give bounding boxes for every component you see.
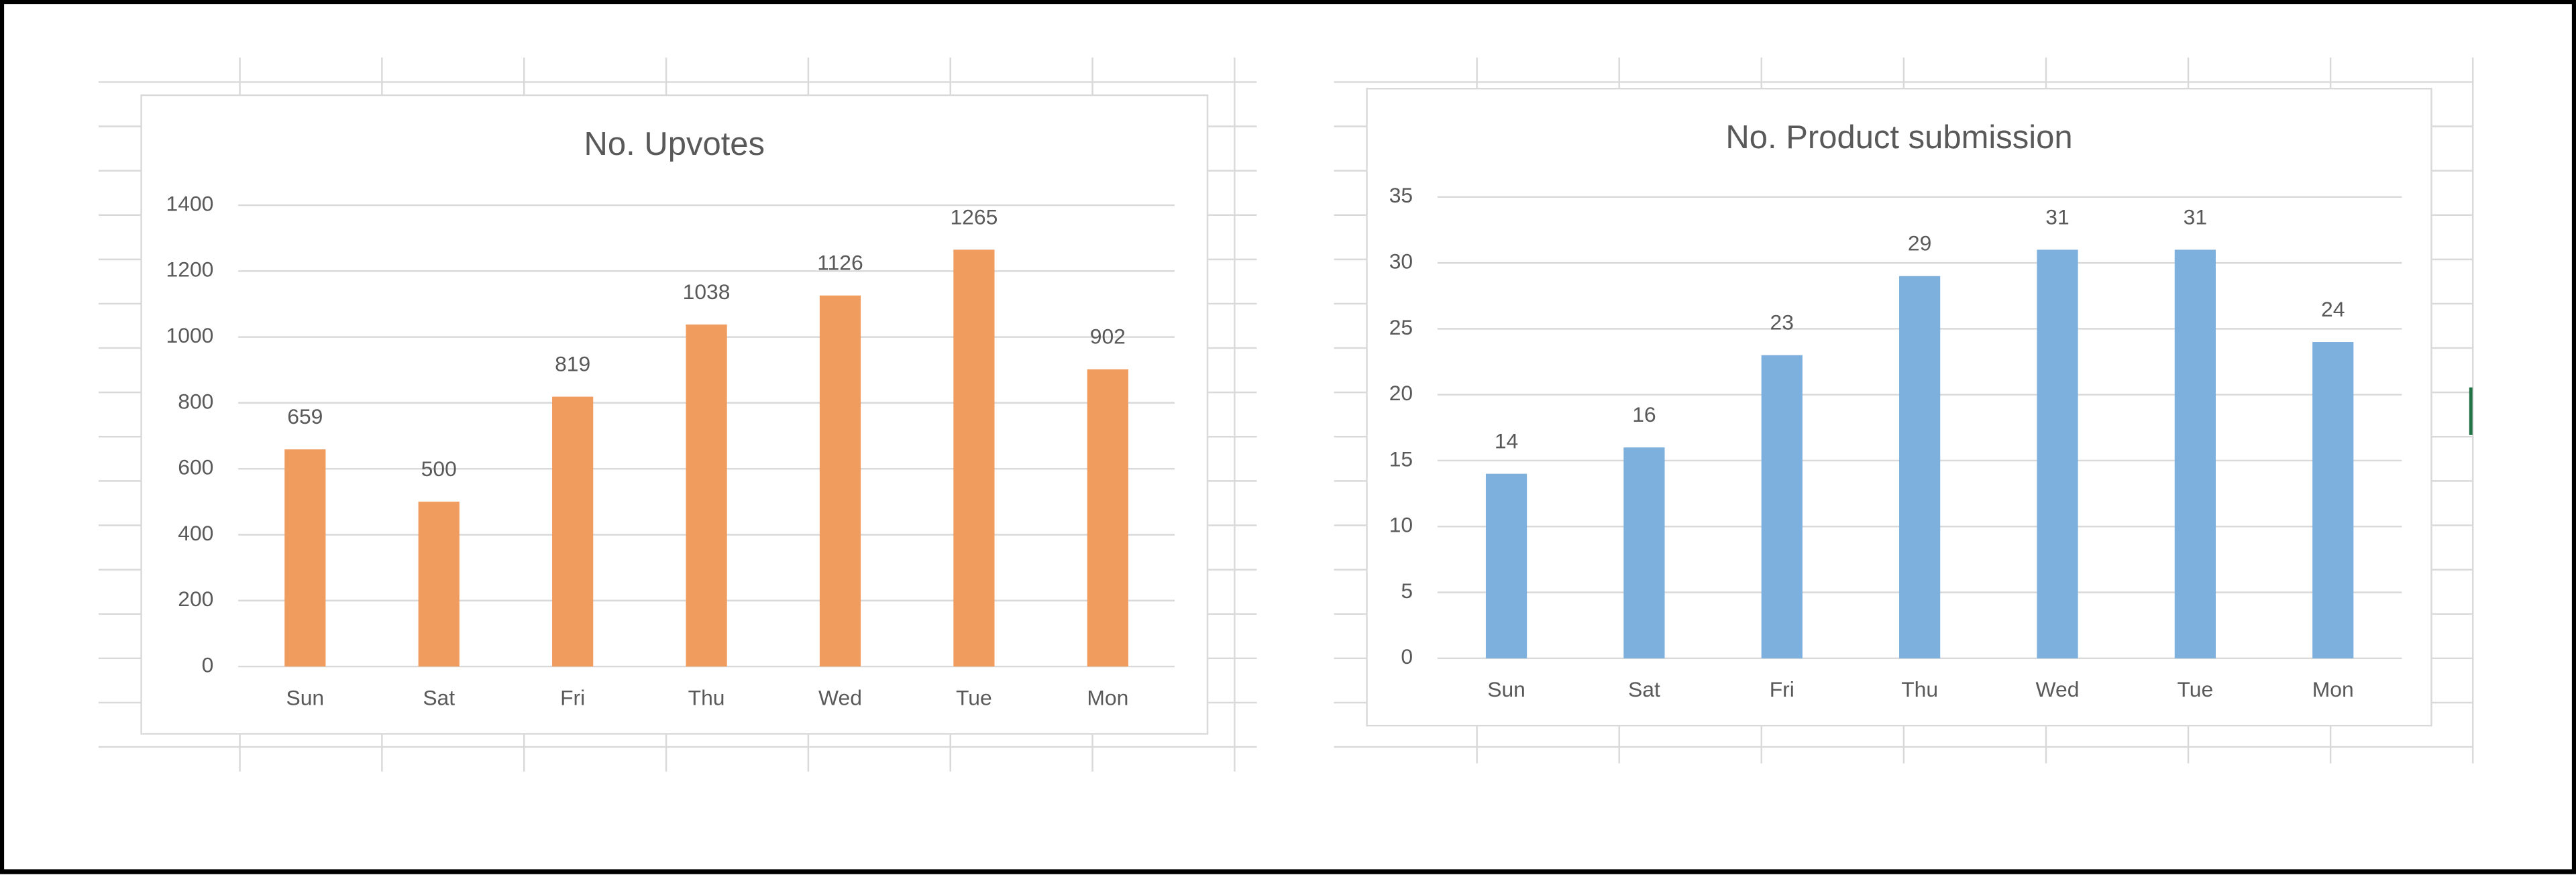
- x-tick-label: Fri: [1770, 677, 1794, 701]
- y-tick-label: 1400: [166, 191, 214, 215]
- y-tick-label: 200: [178, 587, 213, 611]
- data-label: 1126: [817, 251, 863, 275]
- data-label: 16: [1632, 402, 1656, 426]
- bar: [2174, 249, 2216, 658]
- data-label: 659: [287, 404, 323, 428]
- x-tick-label: Sat: [1628, 677, 1660, 701]
- y-tick-label: 20: [1389, 381, 1413, 405]
- bar: [686, 324, 727, 667]
- data-label: 14: [1495, 428, 1518, 453]
- bar: [418, 502, 460, 667]
- data-label: 1038: [683, 280, 731, 304]
- y-tick-label: 600: [178, 455, 213, 479]
- x-tick-label: Thu: [1901, 677, 1938, 701]
- data-label: 1265: [950, 205, 998, 229]
- y-tick-label: 10: [1389, 513, 1413, 537]
- bar: [284, 449, 326, 667]
- y-tick-label: 0: [202, 652, 214, 677]
- y-tick-label: 5: [1401, 579, 1413, 603]
- data-label: 29: [1908, 231, 1931, 255]
- cell-selection: [2469, 387, 2473, 435]
- x-tick-label: Tue: [956, 685, 992, 709]
- y-tick-label: 0: [1401, 644, 1413, 668]
- data-label: 31: [2045, 205, 2069, 229]
- x-tick-label: Sun: [286, 685, 324, 709]
- x-tick-label: Tue: [2178, 677, 2214, 701]
- bar: [953, 249, 995, 667]
- charts: No. Upvotes0200400600800100012001400Sun6…: [140, 87, 2432, 735]
- bar: [2037, 249, 2078, 658]
- data-label: 23: [1770, 310, 1794, 335]
- bar: [1087, 369, 1128, 667]
- bar: [1761, 355, 1803, 658]
- data-label: 24: [2321, 297, 2345, 321]
- x-tick-label: Sun: [1487, 677, 1525, 701]
- bar: [819, 295, 861, 667]
- bar: [2312, 342, 2354, 658]
- x-tick-label: Wed: [818, 685, 862, 709]
- data-label: 902: [1090, 325, 1126, 349]
- x-tick-label: Mon: [2312, 677, 2354, 701]
- bar: [1485, 473, 1527, 658]
- data-label: 819: [555, 351, 590, 375]
- y-tick-label: 35: [1389, 183, 1413, 207]
- bar: [1623, 447, 1665, 658]
- y-tick-label: 15: [1389, 447, 1413, 471]
- chart-title: No. Product submission: [1725, 119, 2072, 156]
- x-tick-label: Wed: [2036, 677, 2080, 701]
- x-tick-label: Mon: [1087, 685, 1128, 709]
- x-tick-label: Sat: [423, 685, 455, 709]
- bar: [552, 396, 594, 667]
- chart-title: No. Upvotes: [584, 126, 765, 162]
- x-tick-label: Fri: [560, 685, 585, 709]
- x-tick-label: Thu: [688, 685, 725, 709]
- y-tick-label: 25: [1389, 315, 1413, 339]
- y-tick-label: 1000: [166, 323, 214, 347]
- y-tick-label: 400: [178, 521, 213, 545]
- data-label: 31: [2184, 205, 2207, 229]
- data-label: 500: [421, 457, 457, 481]
- y-tick-label: 30: [1389, 249, 1413, 274]
- bar: [1899, 276, 1941, 658]
- y-tick-label: 1200: [166, 257, 214, 282]
- y-tick-label: 800: [178, 389, 213, 413]
